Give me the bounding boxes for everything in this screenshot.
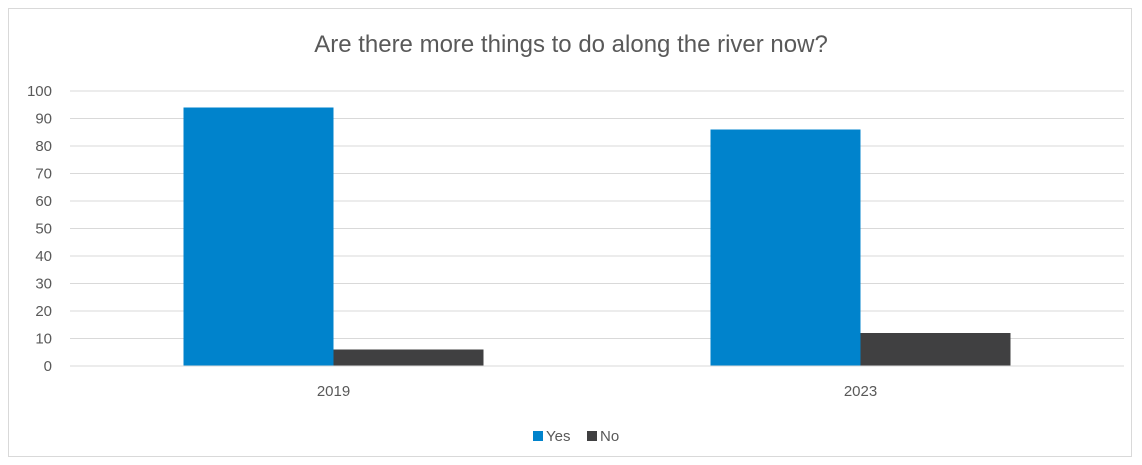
legend-swatch (533, 431, 543, 441)
legend-swatch (587, 431, 597, 441)
y-tick-label: 30 (35, 276, 52, 293)
legend-label: No (600, 428, 619, 445)
x-tick-label: 2023 (844, 383, 877, 400)
bar-no-2019 (333, 349, 484, 366)
y-tick-label: 70 (35, 166, 52, 183)
legend-item-yes: Yes (533, 428, 570, 445)
legend-label: Yes (546, 428, 570, 445)
bar-yes-2023 (710, 129, 861, 366)
bars (183, 107, 1011, 366)
x-tick-label: 2019 (317, 383, 350, 400)
x-axis: 2019 2023 (70, 365, 1124, 400)
legend-item-no: No (587, 428, 619, 445)
y-tick-label: 0 (44, 358, 52, 375)
y-tick-label: 20 (35, 303, 52, 320)
y-tick-label: 90 (35, 111, 52, 128)
y-tick-label: 10 (35, 331, 52, 348)
y-tick-label: 100 (27, 83, 52, 100)
y-tick-label: 80 (35, 138, 52, 155)
y-tick-label: 40 (35, 248, 52, 265)
y-tick-label: 50 (35, 221, 52, 238)
legend: Yes No (533, 428, 619, 445)
bar-no-2023 (860, 333, 1011, 366)
bar-yes-2019 (183, 107, 334, 366)
chart-title: Are there more things to do along the ri… (314, 31, 828, 58)
y-axis: 0 10 20 30 40 50 60 70 80 90 100 (27, 83, 52, 375)
y-tick-label: 60 (35, 193, 52, 210)
